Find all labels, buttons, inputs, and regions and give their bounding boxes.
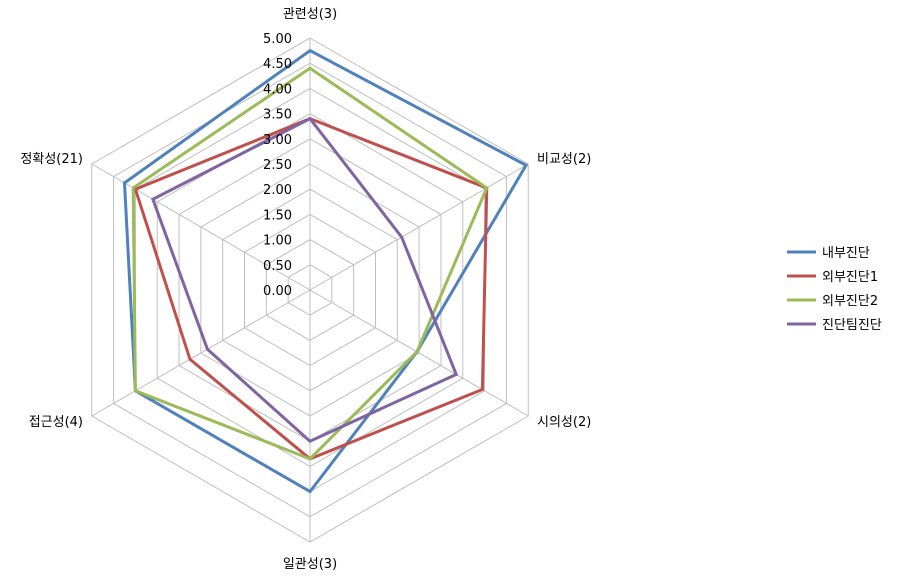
axis-label: 비교성(2) <box>537 152 591 167</box>
tick-label: 4.00 <box>263 82 292 97</box>
series-line-2 <box>133 117 489 461</box>
series-line-3 <box>131 66 489 461</box>
spoke <box>309 289 529 417</box>
axis-labels: 관련성(3) 비교성(2) 시의성(2) 일관성(3) 접근성(4) 정확성(21) <box>20 7 591 572</box>
series-line-4 <box>151 116 459 443</box>
tick-label: 3.50 <box>263 108 292 123</box>
axis-label: 접근성(4) <box>29 415 83 430</box>
tick-label: 1.00 <box>263 234 292 249</box>
tick-label: 0.00 <box>263 284 292 299</box>
spoke <box>91 289 311 417</box>
tick-label: 1.50 <box>263 208 292 223</box>
spoke <box>91 163 311 291</box>
legend-label: 내부진단 <box>822 246 870 261</box>
axis-label: 일관성(3) <box>283 557 337 572</box>
legend-label: 진단팀진단 <box>822 318 882 333</box>
series-line-1 <box>122 48 529 494</box>
axis-label: 관련성(3) <box>283 7 337 22</box>
tick-labels: 0.00 0.50 1.00 1.50 2.00 2.50 3.00 3.50 4.00 4.50… <box>263 32 292 299</box>
spoke <box>309 163 529 291</box>
tick-label: 5.00 <box>263 32 292 47</box>
legend-label: 외부진단1 <box>822 270 878 285</box>
axis-label: 정확성(21) <box>20 152 83 167</box>
series-lines <box>122 48 529 494</box>
spokes <box>91 38 529 542</box>
tick-label: 2.50 <box>263 158 292 173</box>
tick-label: 0.50 <box>263 259 292 274</box>
axis-label: 시의성(2) <box>537 415 591 430</box>
tick-label: 4.50 <box>263 57 292 72</box>
legend-label: 외부진단2 <box>822 294 878 309</box>
tick-label: 3.00 <box>263 133 292 148</box>
tick-label: 2.00 <box>263 183 292 198</box>
